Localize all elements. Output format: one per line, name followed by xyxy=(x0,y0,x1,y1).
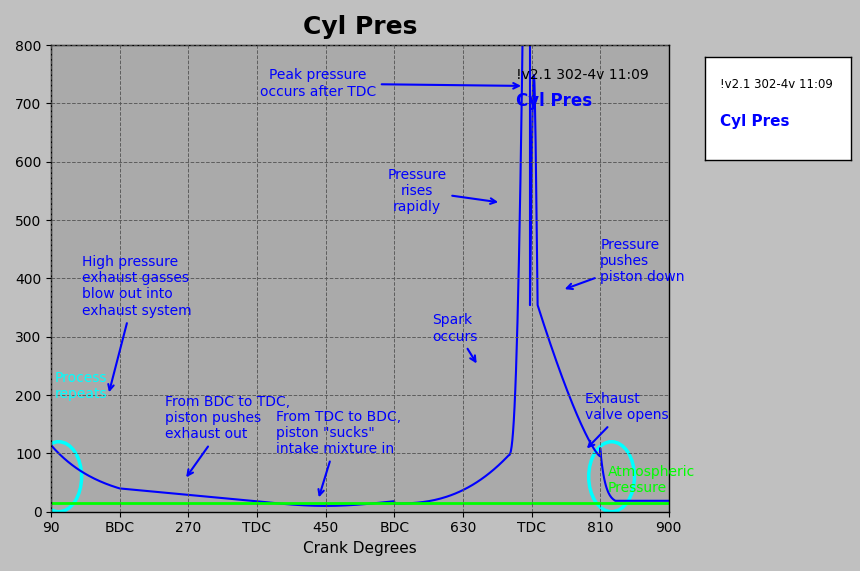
Text: !v2.1 302-4v 11:09: !v2.1 302-4v 11:09 xyxy=(516,69,649,82)
Text: From TDC to BDC,
piston "sucks"
intake mixture in: From TDC to BDC, piston "sucks" intake m… xyxy=(276,409,401,495)
Text: Pressure
rises
rapidly: Pressure rises rapidly xyxy=(388,168,496,214)
Text: Exhaust
valve opens: Exhaust valve opens xyxy=(585,392,668,447)
Text: !v2.1 302-4v 11:09: !v2.1 302-4v 11:09 xyxy=(720,78,832,91)
Text: Spark
occurs: Spark occurs xyxy=(433,313,478,361)
Text: High pressure
exhaust gasses
blow out into
exhaust system: High pressure exhaust gasses blow out in… xyxy=(82,255,191,390)
Text: Peak pressure
occurs after TDC: Peak pressure occurs after TDC xyxy=(260,69,519,99)
Text: From BDC to TDC,
piston pushes
exhaust out: From BDC to TDC, piston pushes exhaust o… xyxy=(165,395,291,476)
Text: Atmospheric
Pressure: Atmospheric Pressure xyxy=(608,465,695,496)
X-axis label: Crank Degrees: Crank Degrees xyxy=(303,541,417,556)
Text: Cyl Pres: Cyl Pres xyxy=(720,114,789,128)
Title: Cyl Pres: Cyl Pres xyxy=(303,15,417,39)
Text: Pressure
pushes
piston down: Pressure pushes piston down xyxy=(567,238,685,289)
Text: Cyl Pres: Cyl Pres xyxy=(516,92,593,110)
Text: Process
repeats: Process repeats xyxy=(55,371,108,401)
